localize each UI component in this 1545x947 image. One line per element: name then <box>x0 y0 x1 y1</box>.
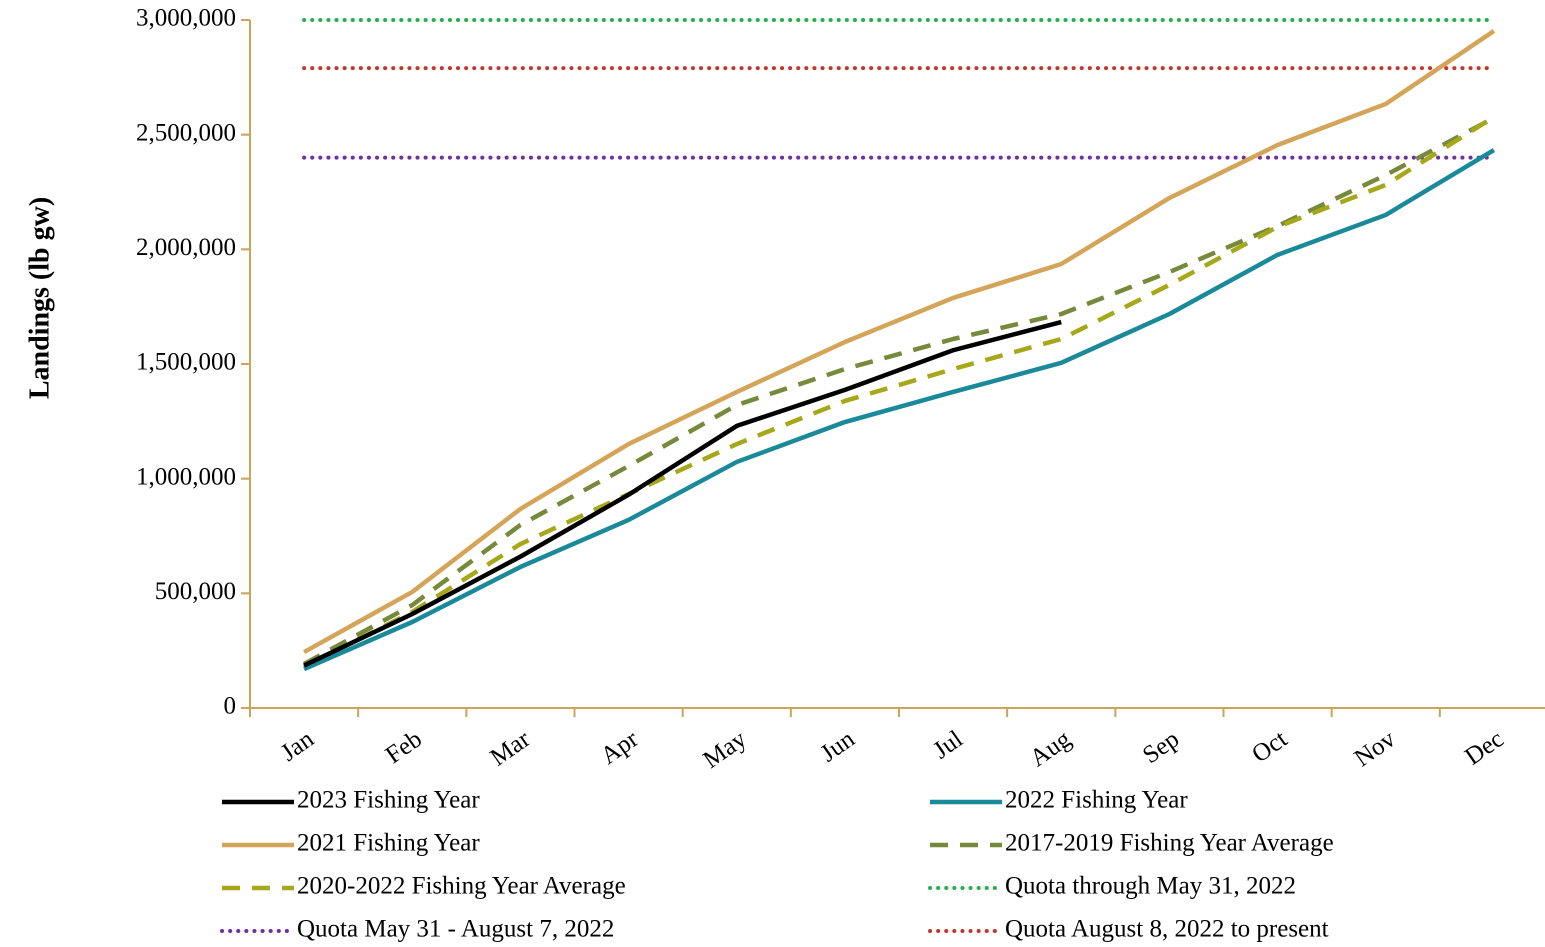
y-tick-label: 1,500,000 <box>136 349 236 376</box>
x-tick-label: Dec <box>1460 725 1508 770</box>
legend-label: 2021 Fishing Year <box>297 830 480 857</box>
legend-label: 2022 Fishing Year <box>1005 787 1188 814</box>
y-tick-label: 3,000,000 <box>136 5 236 32</box>
x-tick-label: Jan <box>276 725 319 767</box>
x-tick-label: Jul <box>928 725 967 764</box>
legend-label: 2023 Fishing Year <box>297 787 480 814</box>
legend-label: Quota August 8, 2022 to present <box>1005 916 1329 943</box>
series-line <box>303 148 1496 672</box>
y-tick-label: 500,000 <box>155 578 236 605</box>
x-tick-label: Apr <box>596 725 644 770</box>
x-tick-label: Sep <box>1138 725 1184 769</box>
series-line <box>302 29 1496 655</box>
legend-label: 2020-2022 Fishing Year Average <box>297 873 626 900</box>
series-line <box>303 115 1496 669</box>
legend-label: Quota May 31 - August 7, 2022 <box>297 916 614 943</box>
series-line <box>303 115 1495 666</box>
x-tick-label: Oct <box>1247 725 1292 768</box>
y-tick-label: 2,000,000 <box>136 234 236 261</box>
y-tick-label: 1,000,000 <box>136 463 236 490</box>
x-tick-label: Aug <box>1025 725 1076 772</box>
y-tick-label: 0 <box>224 693 237 720</box>
x-tick-label: Jun <box>816 725 860 767</box>
legend-label: Quota through May 31, 2022 <box>1005 873 1296 900</box>
legend-label: 2017-2019 Fishing Year Average <box>1005 830 1334 857</box>
x-tick-label: Mar <box>486 725 536 771</box>
x-tick-label: May <box>698 725 751 774</box>
y-tick-label: 2,500,000 <box>136 119 236 146</box>
series-line <box>303 319 1062 668</box>
y-axis-label: Landings (lb gw) <box>24 197 55 399</box>
x-tick-label: Nov <box>1350 725 1401 772</box>
x-tick-label: Feb <box>381 725 427 769</box>
